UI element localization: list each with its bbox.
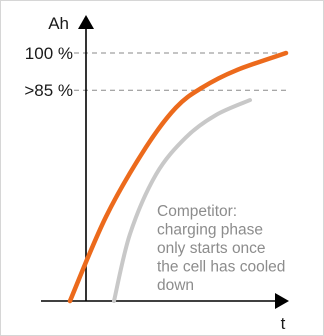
competitor-annotation: Competitor: charging phase only starts onc… xyxy=(157,203,285,294)
annotation-line-1: charging phase xyxy=(157,222,263,239)
x-axis-arrowhead xyxy=(275,293,289,309)
y-axis-arrowhead xyxy=(78,15,94,29)
reference-lines xyxy=(74,52,286,91)
series-line-1 xyxy=(112,98,252,303)
y-tick-label-0: >85 % xyxy=(24,81,73,100)
series-line-0 xyxy=(67,50,289,304)
y-tick-label-1: 100 % xyxy=(25,44,73,63)
annotation-line-3: the cell has cooled xyxy=(157,259,285,276)
y-axis-label: Ah xyxy=(48,14,69,33)
annotation-line-2: only starts once xyxy=(157,240,266,257)
annotation-line-4: down xyxy=(157,277,194,294)
series-lines xyxy=(67,50,289,304)
axes: Ah t xyxy=(41,14,289,333)
x-axis-label: t xyxy=(281,314,286,333)
annotation-line-0: Competitor: xyxy=(157,203,237,220)
y-tick-labels: >85 % 100 % xyxy=(24,44,73,100)
